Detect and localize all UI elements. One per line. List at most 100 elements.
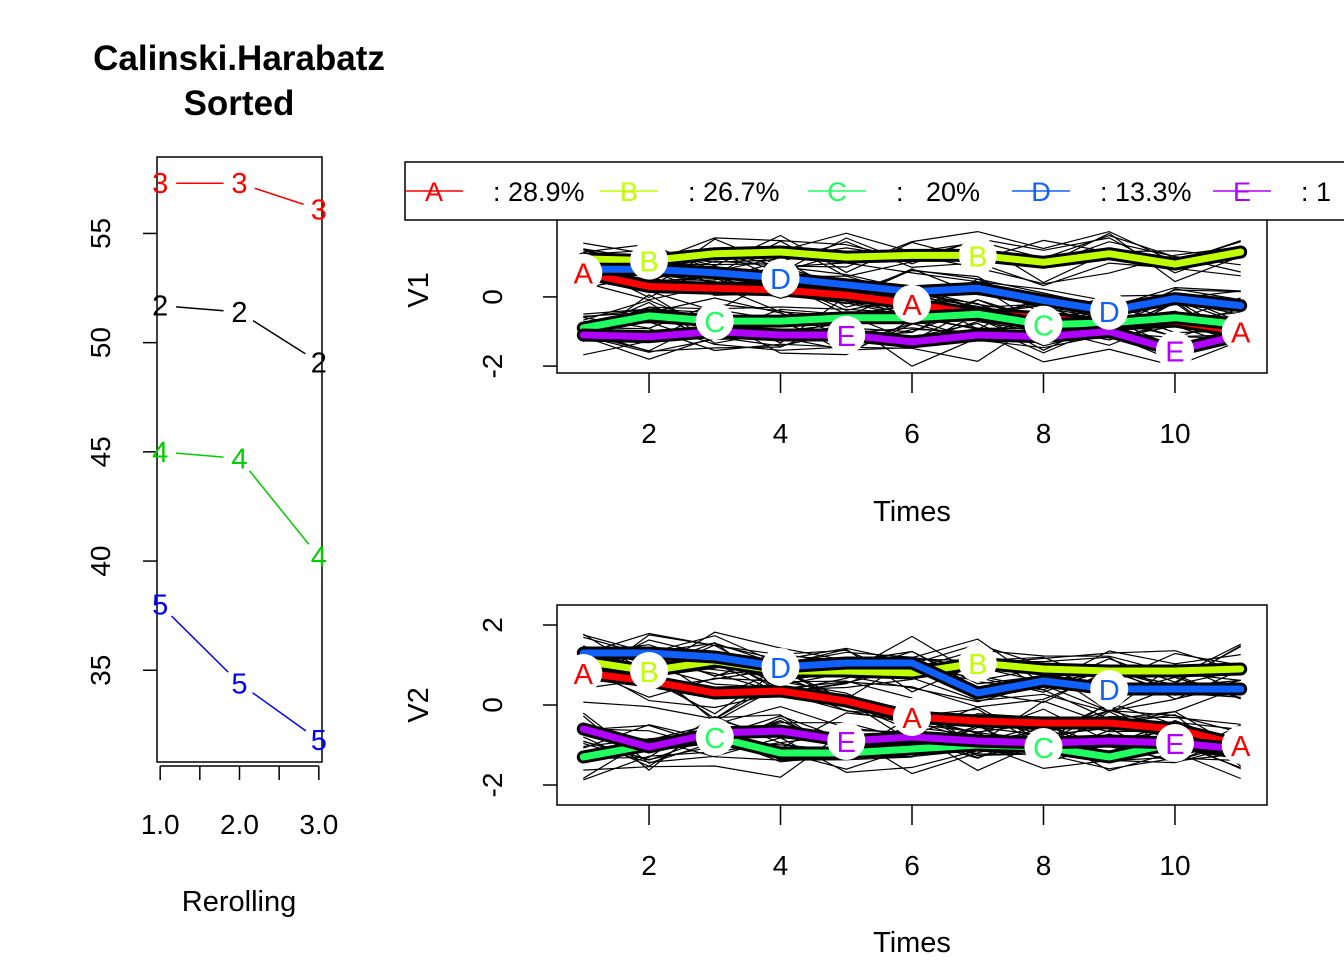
label-disc <box>958 236 997 275</box>
label-letter: C <box>1033 733 1054 765</box>
legend-key: C <box>827 177 847 207</box>
label-letter: A <box>1231 731 1251 763</box>
series-line <box>579 248 1245 268</box>
point-label-E: E <box>827 315 866 354</box>
point-label: 2 <box>152 291 168 323</box>
label-disc <box>695 718 734 756</box>
legend-item-D: D : 13.3% <box>1012 177 1192 207</box>
label-disc <box>1024 305 1063 344</box>
point-label-C: C <box>1024 305 1063 344</box>
point-label-B: B <box>630 652 669 690</box>
point-label-A: A <box>1221 312 1260 351</box>
series-segment <box>252 692 307 732</box>
label-disc <box>761 258 800 297</box>
series-line <box>579 328 1245 354</box>
x-tick-label: 8 <box>1036 850 1052 881</box>
label-disc <box>630 241 669 280</box>
y-tick-label: 2 <box>477 617 508 633</box>
series-segment <box>171 615 229 673</box>
legend-key: D <box>1031 177 1051 207</box>
label-disc <box>630 652 669 690</box>
label-disc <box>761 648 800 686</box>
series-segment <box>254 187 304 206</box>
label-disc <box>1090 670 1129 708</box>
point-label-E: E <box>827 722 866 760</box>
y-tick-label: 45 <box>85 436 116 467</box>
mean-series-D <box>576 646 1248 700</box>
trajectory-line <box>583 642 1241 693</box>
point-label: 3 <box>152 168 168 200</box>
label-disc <box>1155 724 1194 762</box>
point-label-D: D <box>761 648 800 686</box>
x-tick-label: 8 <box>1036 418 1052 449</box>
label-disc <box>1221 726 1260 764</box>
v2-panel: -2 0 2 V2 2 4 6 8 10 Times A A A B B C C D D E E <box>403 604 1268 959</box>
label-letter: C <box>1033 311 1054 343</box>
x-tick-label: 3.0 <box>299 809 338 840</box>
y-tick-label: 40 <box>85 545 116 576</box>
point-label-D: D <box>1090 291 1129 330</box>
point-label-C: C <box>1024 728 1063 766</box>
legend-text: : 13.3% <box>1100 177 1192 207</box>
legend-item-C: C: 20% <box>808 177 980 207</box>
label-disc <box>564 253 603 292</box>
x-tick-label: 2.0 <box>220 809 259 840</box>
series-5: 5 5 5 <box>152 590 327 757</box>
y-tick-label: 0 <box>477 697 508 713</box>
label-disc <box>564 654 603 692</box>
label-letter: B <box>968 241 987 273</box>
series-4: 4 4 4 <box>152 437 327 574</box>
label-letter: B <box>639 247 658 279</box>
point-label: 4 <box>311 542 327 574</box>
y-tick-label: -2 <box>477 354 508 379</box>
series-line <box>579 649 1245 697</box>
mean-series-B <box>576 654 1248 680</box>
label-disc <box>1090 291 1129 330</box>
legend-item-B: B: 26.7% <box>600 177 780 207</box>
label-letter: C <box>704 307 725 339</box>
series-line <box>579 657 1245 677</box>
series-segment <box>252 319 306 355</box>
legend-box <box>404 161 1344 221</box>
label-letter: B <box>639 657 658 689</box>
mean-series-B <box>576 245 1248 271</box>
point-label: 5 <box>152 590 168 622</box>
y-tick-label: 55 <box>85 218 116 249</box>
series-segment <box>248 470 310 545</box>
legend-text: : 28.9% <box>493 177 585 207</box>
label-letter: D <box>770 653 791 685</box>
legend-key: A <box>425 177 443 207</box>
point-label-B: B <box>958 236 997 275</box>
x-tick-label: 10 <box>1159 418 1190 449</box>
label-disc <box>1024 728 1063 766</box>
legend-item-A: A : 28.9% <box>405 177 585 207</box>
label-disc <box>1221 312 1260 351</box>
point-label-B: B <box>958 644 997 682</box>
x-tick-label: 10 <box>1159 850 1190 881</box>
point-label-C: C <box>695 718 734 756</box>
x-axis-label: Times <box>873 927 951 959</box>
point-label: 4 <box>152 437 168 469</box>
mean-series-E <box>576 325 1248 357</box>
label-disc <box>958 644 997 682</box>
label-disc <box>827 315 866 354</box>
x-tick-label: 4 <box>773 850 789 881</box>
x-axis-label: Times <box>873 496 951 528</box>
point-label-D: D <box>761 258 800 297</box>
x-tick-label: 4 <box>773 418 789 449</box>
label-letter: A <box>902 290 922 322</box>
label-letter: A <box>902 703 922 735</box>
series-segment <box>176 452 224 458</box>
point-label-A: A <box>564 253 603 292</box>
point-label-A: A <box>1221 726 1260 764</box>
legend-key: B <box>620 177 638 207</box>
point-label-C: C <box>695 302 734 341</box>
label-letter: E <box>837 321 856 353</box>
y-axis-label: V2 <box>403 687 435 722</box>
y-tick-label: 50 <box>85 327 116 358</box>
point-label: 2 <box>311 347 327 379</box>
label-disc <box>827 722 866 760</box>
x-tick-label: 6 <box>904 418 920 449</box>
